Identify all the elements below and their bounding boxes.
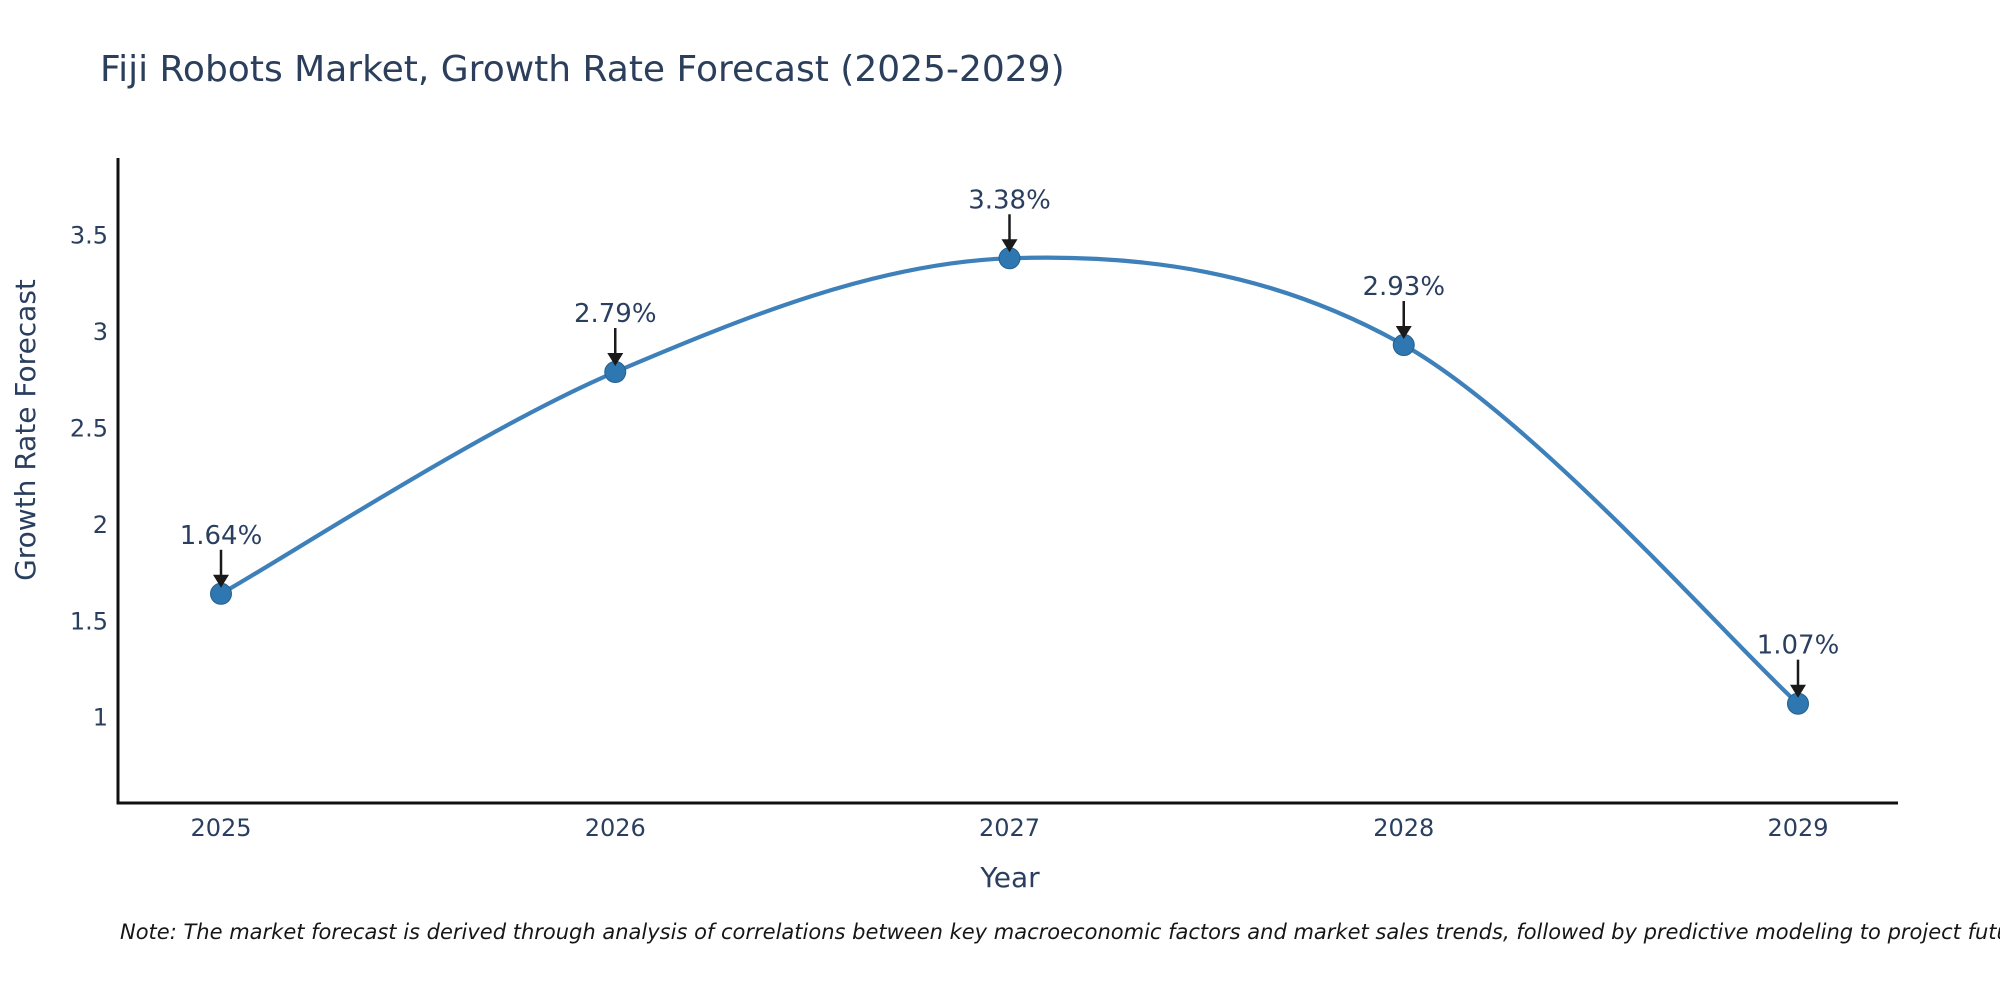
point-value-label: 2.79% (574, 299, 657, 329)
point-value-label: 2.93% (1362, 272, 1445, 302)
forecast-line (218, 255, 1801, 706)
annotation-arrowhead-icon (607, 353, 624, 367)
x-tick-label: 2027 (979, 814, 1040, 842)
y-tick-label: 3 (93, 318, 108, 346)
x-axis-title: Year (979, 861, 1040, 894)
annotation-arrowhead-icon (1790, 684, 1806, 698)
chart-title: Fiji Robots Market, Growth Rate Forecast… (100, 49, 1065, 90)
y-tick-label: 3.5 (70, 222, 108, 250)
annotation-arrowhead-icon (1395, 326, 1412, 340)
annotation-arrowhead-icon (1001, 239, 1018, 253)
y-tick-label: 1.5 (70, 607, 108, 635)
y-tick-label: 2.5 (70, 414, 108, 442)
x-tick-label: 2025 (190, 814, 251, 842)
chart-note: Note: The market forecast is derived thr… (120, 920, 2000, 944)
annotation-arrowhead-icon (213, 574, 229, 588)
y-tick-label: 1 (93, 704, 108, 732)
y-tick-label: 2 (93, 511, 108, 539)
point-value-label: 3.38% (968, 185, 1051, 215)
axis-lines (116, 158, 1898, 805)
x-tick-label: 2029 (1767, 814, 1828, 842)
point-value-label: 1.64% (180, 521, 263, 551)
x-tick-label: 2026 (585, 814, 646, 842)
y-axis-title: Growth Rate Forecast (9, 279, 42, 581)
point-value-label: 1.07% (1757, 631, 1840, 661)
x-tick-label: 2028 (1373, 814, 1434, 842)
